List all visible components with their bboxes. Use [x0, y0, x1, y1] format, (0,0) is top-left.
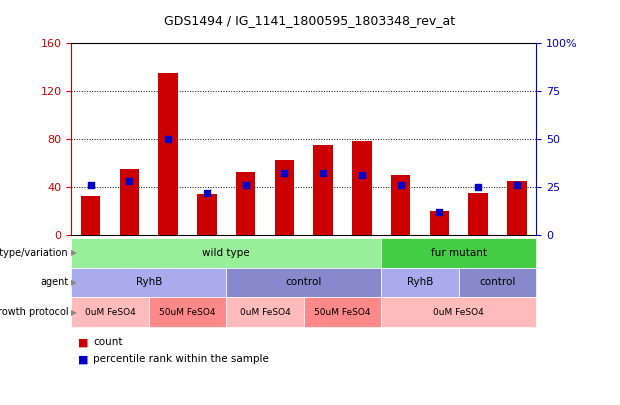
Bar — [507, 181, 526, 235]
Text: GDS1494 / IG_1141_1800595_1803348_rev_at: GDS1494 / IG_1141_1800595_1803348_rev_at — [164, 14, 456, 27]
Bar — [159, 72, 178, 235]
Text: ▶: ▶ — [71, 278, 76, 287]
Point — [396, 181, 405, 188]
Text: ■: ■ — [78, 337, 88, 347]
Text: ■: ■ — [78, 354, 88, 364]
Text: fur mutant: fur mutant — [431, 248, 487, 258]
Text: genotype/variation: genotype/variation — [0, 248, 68, 258]
Text: RyhB: RyhB — [407, 277, 433, 288]
Point — [473, 183, 483, 190]
Bar — [352, 141, 371, 235]
Point — [163, 135, 173, 142]
Point — [202, 189, 212, 196]
Text: 50uM FeSO4: 50uM FeSO4 — [314, 307, 371, 317]
Bar — [275, 160, 294, 235]
Text: ▶: ▶ — [71, 307, 76, 317]
Text: growth protocol: growth protocol — [0, 307, 68, 317]
Bar — [120, 169, 139, 235]
Text: 50uM FeSO4: 50uM FeSO4 — [159, 307, 216, 317]
Point — [357, 172, 367, 179]
Bar — [314, 145, 333, 235]
Text: count: count — [93, 337, 123, 347]
Bar — [197, 194, 216, 235]
Point — [280, 170, 290, 177]
Text: 0uM FeSO4: 0uM FeSO4 — [240, 307, 290, 317]
Text: control: control — [479, 277, 516, 288]
Text: control: control — [286, 277, 322, 288]
Text: ▶: ▶ — [71, 248, 76, 258]
Bar — [391, 175, 410, 235]
Text: RyhB: RyhB — [136, 277, 162, 288]
Point — [86, 181, 95, 188]
Point — [512, 181, 522, 188]
Bar — [430, 211, 449, 235]
Text: percentile rank within the sample: percentile rank within the sample — [93, 354, 269, 364]
Point — [435, 209, 445, 215]
Text: 0uM FeSO4: 0uM FeSO4 — [433, 307, 484, 317]
Text: wild type: wild type — [203, 248, 250, 258]
Point — [318, 170, 328, 177]
Bar — [81, 196, 100, 235]
Bar — [469, 193, 488, 235]
Point — [241, 181, 250, 188]
Bar — [236, 173, 255, 235]
Text: agent: agent — [40, 277, 68, 288]
Text: 0uM FeSO4: 0uM FeSO4 — [85, 307, 135, 317]
Point — [125, 178, 135, 184]
